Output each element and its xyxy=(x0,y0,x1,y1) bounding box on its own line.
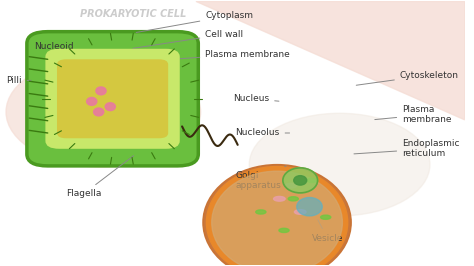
Ellipse shape xyxy=(294,176,307,185)
Ellipse shape xyxy=(279,228,289,232)
Ellipse shape xyxy=(105,103,115,111)
Ellipse shape xyxy=(212,171,342,266)
Text: Nucleolus: Nucleolus xyxy=(236,128,290,138)
Text: Nucleus: Nucleus xyxy=(233,94,279,103)
Circle shape xyxy=(6,57,201,167)
Ellipse shape xyxy=(203,165,351,266)
Circle shape xyxy=(249,113,430,216)
Ellipse shape xyxy=(297,197,322,216)
Text: Flagella: Flagella xyxy=(66,156,134,198)
Text: Endoplasmic
reticulum: Endoplasmic reticulum xyxy=(354,139,460,159)
Text: Golgi
apparatus: Golgi apparatus xyxy=(236,166,286,190)
Text: Nucleoid: Nucleoid xyxy=(34,42,89,63)
Ellipse shape xyxy=(288,197,298,201)
FancyBboxPatch shape xyxy=(46,49,180,149)
Ellipse shape xyxy=(93,108,104,116)
Text: Plasma membrane: Plasma membrane xyxy=(136,49,290,62)
Ellipse shape xyxy=(283,168,318,193)
Text: PROKARYOTIC CELL: PROKARYOTIC CELL xyxy=(80,9,187,19)
Ellipse shape xyxy=(273,196,285,201)
Text: Cell wall: Cell wall xyxy=(133,30,243,48)
Text: Plasma
membrane: Plasma membrane xyxy=(375,105,452,124)
FancyBboxPatch shape xyxy=(27,32,198,166)
Ellipse shape xyxy=(206,167,348,266)
Text: Cytoplasm: Cytoplasm xyxy=(136,11,253,32)
Ellipse shape xyxy=(96,87,106,95)
Ellipse shape xyxy=(256,210,266,214)
Text: Cytoskeleton: Cytoskeleton xyxy=(356,70,459,85)
Ellipse shape xyxy=(294,210,306,214)
FancyBboxPatch shape xyxy=(57,59,168,138)
Ellipse shape xyxy=(320,215,331,219)
Ellipse shape xyxy=(285,183,297,188)
Text: Vesicle: Vesicle xyxy=(312,220,343,243)
Ellipse shape xyxy=(307,178,317,182)
Polygon shape xyxy=(196,1,465,120)
Text: Pilli: Pilli xyxy=(6,76,31,85)
Ellipse shape xyxy=(87,97,97,105)
